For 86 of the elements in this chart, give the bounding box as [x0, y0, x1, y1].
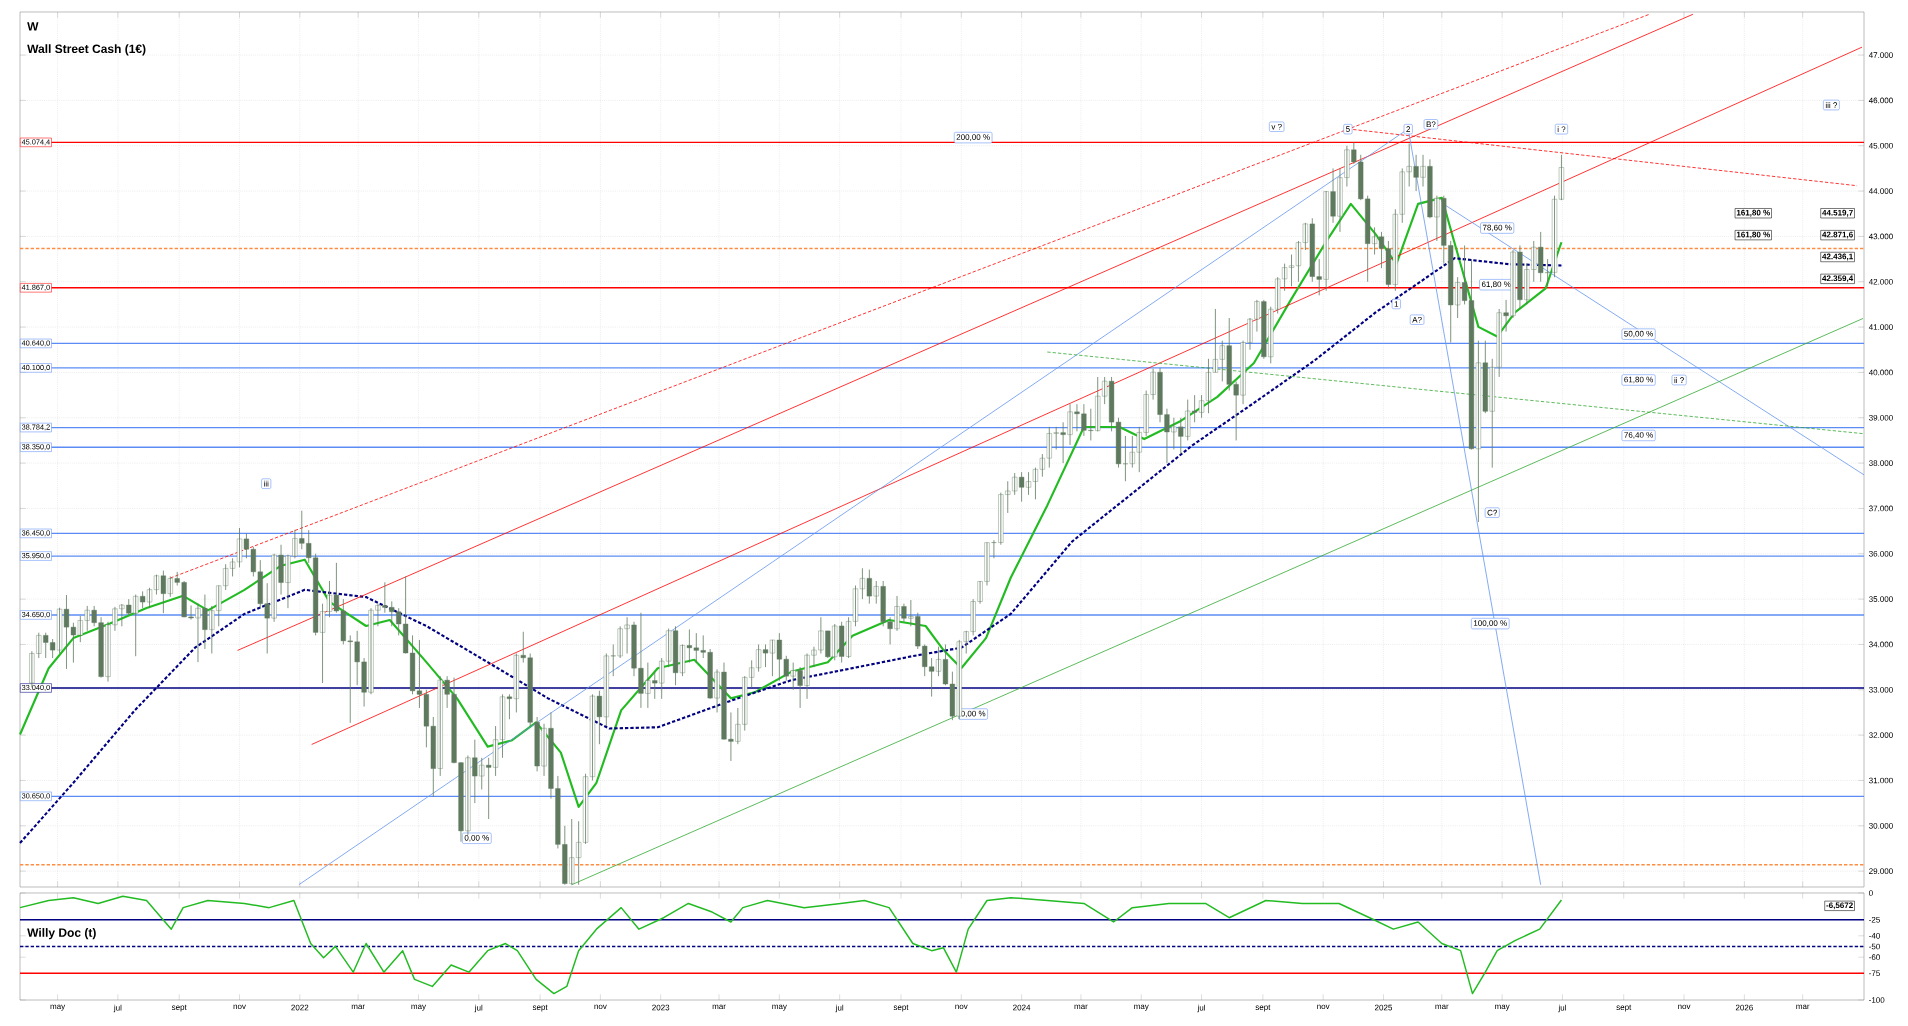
annotation: 100,00 % [1473, 620, 1507, 627]
x-tick-label: nov [233, 1004, 246, 1010]
annotation: 161,80 % [1736, 209, 1770, 217]
annotation: 61,80 % [1481, 281, 1511, 288]
x-tick-label: 2022 [291, 1004, 309, 1011]
annotation: 0,00 % [961, 710, 986, 718]
annotation: ii ? [1674, 377, 1684, 383]
y-tick-label: 46.000 [1868, 97, 1893, 104]
y-tick-label: -75 [1869, 970, 1880, 977]
x-tick-label: mar [1074, 1004, 1088, 1010]
y-tick-label: 35.000 [1869, 596, 1893, 602]
x-tick-label: mar [1796, 1004, 1810, 1010]
y-tick-label: 34.000 [1869, 641, 1893, 648]
annotation: 78,60 % [1482, 224, 1512, 232]
x-tick-label: may [50, 1004, 66, 1011]
x-tick-label: nov [955, 1004, 968, 1010]
y-tick-label: 33.000 [1869, 686, 1893, 693]
annotation: 50,00 % [1624, 330, 1653, 338]
y-tick-label: -40 [1869, 932, 1880, 939]
x-tick-label: mar [351, 1004, 365, 1010]
x-tick-label: may [1134, 1004, 1149, 1011]
y-tick-label: 30.000 [1869, 822, 1893, 829]
y-tick-label: 0 [1869, 890, 1873, 896]
x-tick-label: 2023 [652, 1004, 670, 1011]
annotation: iii [264, 480, 269, 487]
x-tick-label: sept [1616, 1004, 1632, 1012]
x-tick-label: nov [594, 1004, 607, 1010]
y-tick-label: 45.000 [1868, 142, 1893, 149]
y-tick-label: 41.000 [1868, 324, 1893, 330]
annotation: -6,5672 [1826, 902, 1853, 910]
y-tick-label: -50 [1869, 943, 1880, 950]
x-tick-label: mar [712, 1004, 726, 1010]
y-tick-label: 42.000 [1868, 278, 1893, 285]
y-tick-label: 39.000 [1869, 414, 1893, 421]
annotation: iii ? [1825, 102, 1838, 108]
y-tick-label: -100 [1869, 997, 1885, 1003]
annotation: v ? [1271, 123, 1282, 130]
annotation: 161,80 % [1736, 231, 1770, 239]
x-tick-label: jul [113, 1004, 122, 1013]
x-tick-label: may [772, 1004, 787, 1011]
annotation: 44.519,7 [1822, 209, 1853, 217]
y-tick-label: 43.000 [1868, 233, 1893, 240]
y-tick-label: 32.000 [1869, 732, 1893, 738]
annotation: 2 [1406, 126, 1411, 132]
y-tick-label: 31.000 [1869, 777, 1893, 784]
annotation: 61,80 % [1624, 376, 1653, 384]
x-tick-label: nov [1678, 1004, 1691, 1010]
x-tick-label: sept [1255, 1004, 1271, 1012]
annotation: 5 [1345, 126, 1350, 132]
x-tick-label: 2024 [1013, 1004, 1031, 1011]
x-tick-label: jul [1197, 1004, 1205, 1013]
annotation: 0,00 % [464, 834, 489, 842]
y-tick-label: 47.000 [1868, 52, 1893, 58]
y-tick-label: 40.000 [1868, 369, 1893, 376]
y-tick-label: 37.000 [1869, 505, 1893, 512]
annotation: 76,40 % [1624, 432, 1653, 439]
x-tick-label: 2025 [1374, 1004, 1393, 1011]
x-tick-label: nov [1317, 1004, 1330, 1010]
annotation: 42.436,1 [1822, 253, 1853, 261]
annotation: i ? [1557, 126, 1566, 133]
x-tick-label: may [1495, 1004, 1510, 1011]
text: Willy Doc (t) [27, 928, 96, 940]
x-tick-label: jul [835, 1004, 844, 1013]
annotation: C? [1487, 509, 1498, 516]
y-tick-label: -60 [1869, 954, 1880, 961]
annotation: 200,00 % [956, 134, 990, 141]
annotation: 42.871,6 [1822, 231, 1853, 239]
y-tick-label: 29.000 [1869, 868, 1893, 874]
text: Wall Street Cash (1€) [27, 44, 146, 56]
x-tick-label: sept [893, 1004, 909, 1012]
annotation: 1 [1394, 301, 1399, 307]
x-tick-label: jul [1558, 1004, 1566, 1013]
annotation: 42.359,4 [1822, 275, 1854, 283]
x-tick-label: jul [474, 1004, 483, 1013]
y-tick-label: 38.000 [1869, 460, 1893, 466]
y-tick-label: -25 [1869, 916, 1880, 923]
x-tick-label: sept [171, 1004, 187, 1012]
annotation: A? [1412, 316, 1422, 323]
annotation: B? [1426, 121, 1436, 128]
y-tick-label: 36.000 [1869, 550, 1893, 557]
text: W [27, 22, 39, 31]
y-tick-label: 44.000 [1868, 188, 1893, 194]
x-tick-label: mar [1435, 1004, 1449, 1010]
x-tick-label: may [411, 1004, 427, 1011]
x-tick-label: 2026 [1735, 1004, 1753, 1011]
x-tick-label: sept [532, 1004, 548, 1012]
